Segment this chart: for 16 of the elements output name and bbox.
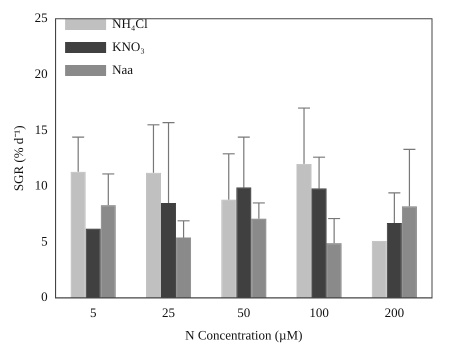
x-tick-label: 100	[309, 305, 329, 320]
x-axis-title: N Concentration (µM)	[185, 328, 302, 343]
x-tick-label: 5	[90, 305, 96, 320]
legend-label: NH₄Cl	[112, 16, 148, 31]
y-tick-label: 10	[34, 178, 48, 193]
y-tick-label: 0	[41, 289, 48, 304]
y-tick-label: 15	[34, 122, 48, 137]
y-tick-label: 20	[34, 66, 48, 82]
y-axis-title: SGR (% d⁻¹)	[11, 125, 26, 192]
legend-label: Naa	[112, 62, 134, 77]
x-tick-label: 25	[162, 305, 176, 320]
legend-label: KNO₃	[112, 38, 145, 54]
y-tick-label: 25	[34, 10, 48, 26]
x-tick-label: 200	[384, 305, 404, 320]
y-tick-label: 5	[41, 233, 48, 248]
x-tick-label: 50	[237, 305, 250, 320]
